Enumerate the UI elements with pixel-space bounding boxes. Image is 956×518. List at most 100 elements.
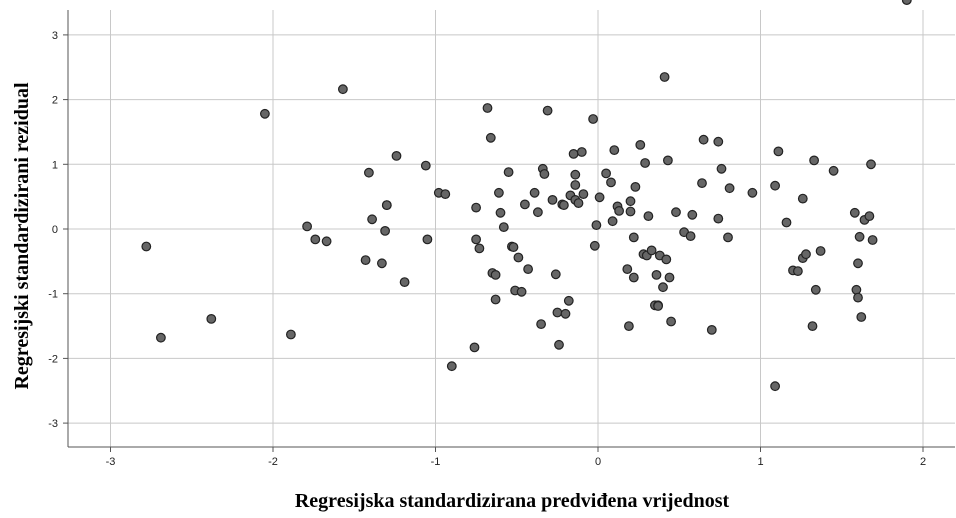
x-axis-title: Regresijska standardizirana predviđena v… [295, 490, 730, 512]
data-point [364, 167, 374, 178]
data-point [851, 284, 862, 295]
y-axis-title: Regresijski standardizirani rezidual [11, 82, 33, 389]
data-point [377, 258, 387, 269]
data-point [646, 245, 657, 256]
data-point [302, 221, 313, 232]
data-point [614, 205, 624, 216]
y-tick-label: 0 [52, 224, 58, 236]
data-point [155, 332, 166, 343]
data-point [867, 235, 878, 245]
x-tick-label: 0 [595, 456, 601, 468]
data-point [724, 183, 735, 194]
x-tick-label: 2 [920, 456, 926, 468]
data-point [260, 108, 270, 119]
data-point [810, 284, 821, 295]
data-point [380, 225, 391, 236]
data-point [849, 207, 860, 218]
data-point [713, 136, 724, 147]
data-point [643, 211, 654, 222]
data-point [554, 339, 564, 350]
data-point [591, 220, 602, 231]
data-point [206, 314, 217, 324]
data-point [607, 216, 618, 227]
data-point [815, 246, 826, 256]
data-point [594, 192, 605, 203]
data-point [503, 167, 514, 178]
data-point [520, 199, 530, 210]
data-point [624, 321, 634, 332]
data-point [485, 132, 496, 143]
data-point [498, 222, 509, 233]
data-point [856, 312, 867, 322]
data-point [529, 187, 540, 198]
data-point [628, 272, 639, 283]
data-point [666, 316, 676, 327]
y-tick-label: 3 [52, 30, 58, 42]
data-point [469, 342, 480, 353]
data-point [828, 165, 839, 176]
data-point [490, 270, 501, 280]
data-point [523, 264, 533, 275]
x-tick-label: -1 [431, 456, 441, 468]
data-point [588, 114, 598, 124]
data-point [663, 155, 673, 166]
data-point [422, 234, 433, 245]
data-point [399, 277, 410, 288]
axis-ticks: -3 -2 -1 0 1 2 -3 -2 -1 0 1 2 3 [48, 30, 926, 468]
data-point [866, 159, 876, 170]
data-point [471, 234, 482, 245]
data-point [420, 160, 431, 171]
data-point [770, 381, 780, 392]
y-tick-label: -1 [48, 289, 58, 301]
data-point [713, 213, 724, 224]
data-point [864, 211, 875, 222]
data-point [310, 234, 321, 245]
y-tick-label: -2 [48, 353, 58, 365]
data-point [640, 158, 650, 168]
data-point [723, 232, 733, 243]
data-point [625, 196, 636, 207]
data-point [550, 269, 561, 280]
data-point [606, 177, 616, 188]
data-point [630, 181, 641, 192]
data-point [471, 202, 482, 213]
data-point [391, 150, 402, 161]
data-point [747, 187, 758, 198]
data-point [446, 361, 457, 372]
data-point [536, 319, 546, 330]
data-point [664, 272, 675, 283]
data-point [793, 266, 803, 277]
data-point [687, 209, 698, 220]
data-point [773, 146, 784, 157]
data-point [801, 249, 811, 260]
data-point [508, 242, 519, 253]
data-point [559, 200, 569, 211]
data-point [552, 307, 563, 318]
data-point [601, 168, 611, 179]
data-point [474, 243, 485, 254]
data-point [698, 134, 709, 145]
gridlines [68, 10, 955, 447]
data-point [321, 236, 332, 247]
x-tick-label: 1 [757, 456, 763, 468]
data-point [685, 231, 696, 242]
data-point [495, 207, 506, 218]
data-point [697, 178, 707, 189]
data-point [482, 103, 493, 113]
data-point [494, 187, 504, 198]
data-point [141, 241, 152, 252]
data-point [609, 145, 620, 156]
data-point [770, 180, 780, 191]
data-point [854, 231, 865, 242]
data-point [853, 258, 863, 269]
data-point [568, 148, 579, 159]
data-point [338, 84, 348, 95]
data-points [141, 0, 912, 392]
data-point [573, 198, 584, 209]
data-point [901, 0, 912, 5]
data-point [539, 169, 550, 179]
data-point [781, 217, 792, 228]
data-point [809, 155, 819, 166]
data-point [570, 169, 581, 180]
